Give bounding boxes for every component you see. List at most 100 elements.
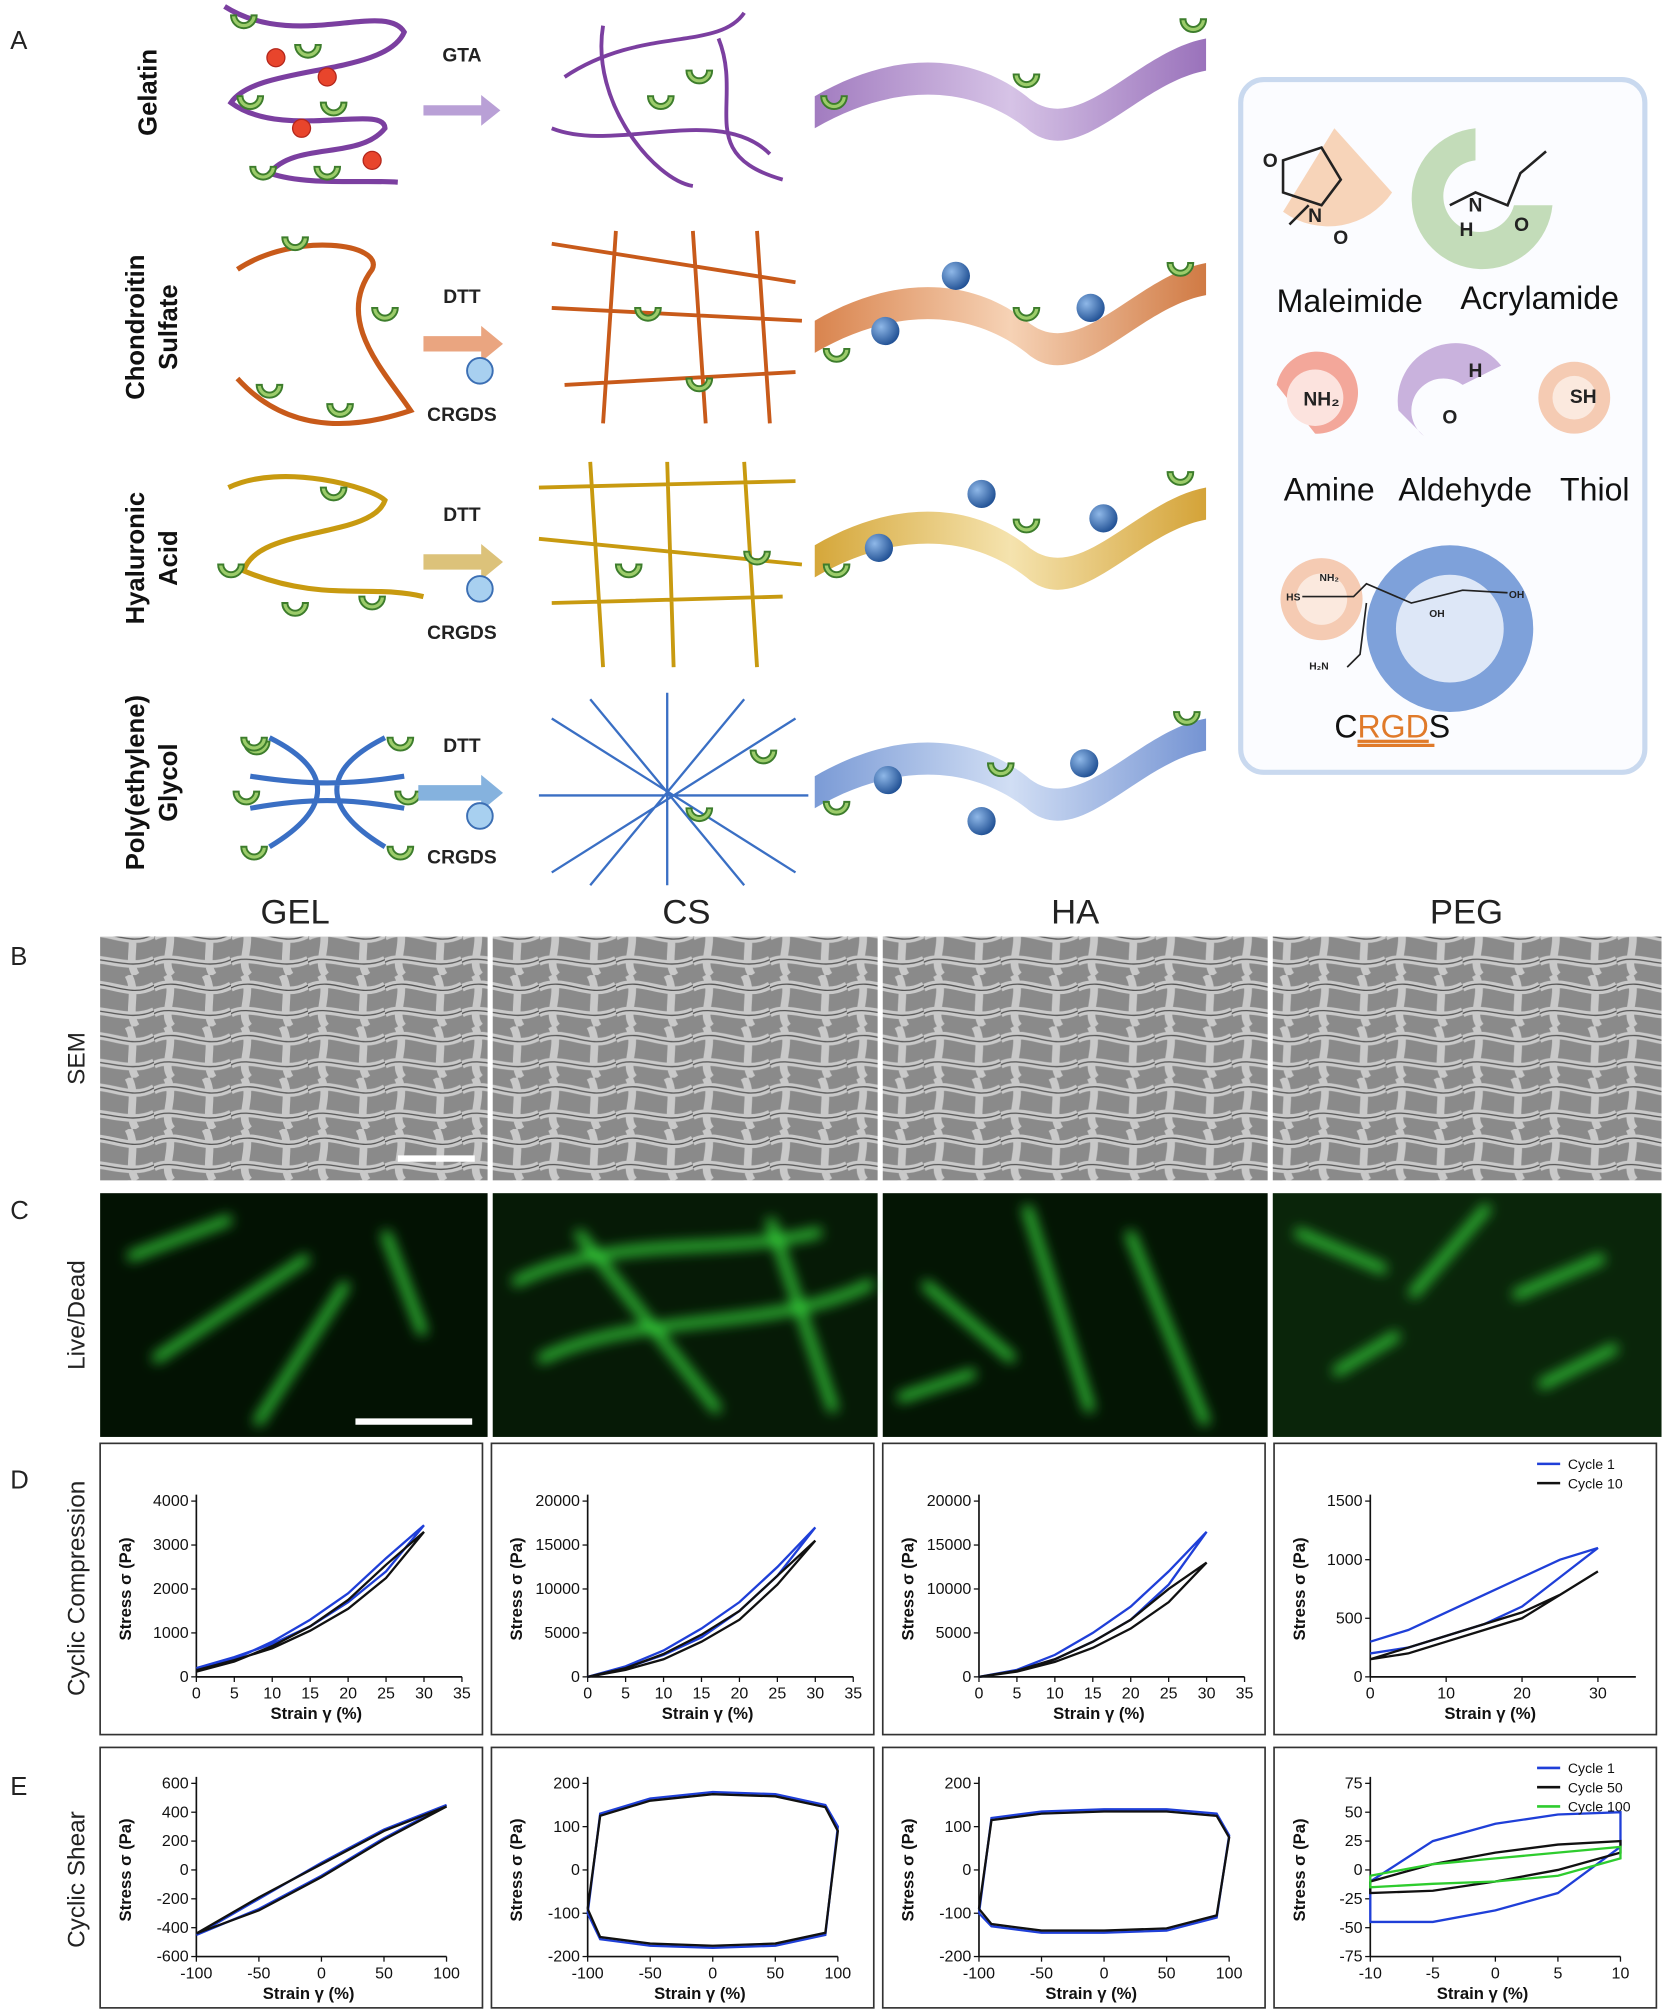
illustration-circle (291, 118, 312, 138)
illustration-rect (1272, 936, 1662, 1181)
illustration-circle (941, 261, 970, 290)
y-axis-label: Stress σ (Pa) (507, 1537, 526, 1640)
y-tick-label: -75 (1339, 1948, 1362, 1966)
label: CRGDS (427, 405, 497, 426)
label: O (1333, 228, 1348, 249)
label: CRGDS (427, 847, 497, 868)
illustration-g: GEL CS HA PEG (260, 894, 1503, 932)
x-axis-label: Strain γ (%) (1444, 1704, 1536, 1723)
illustration-use (822, 348, 851, 363)
x-tick-label: 20 (731, 1685, 749, 1703)
label: Live/Dead (64, 1260, 91, 1370)
y-tick-label: 600 (162, 1774, 189, 1792)
chart-frame (99, 1442, 484, 1736)
illustration-rect (882, 936, 1268, 1181)
illustration-g: O N O N H O (1263, 151, 1529, 249)
x-tick-label: -100 (963, 1964, 995, 1982)
x-axis-label: Strain γ (%) (1053, 1704, 1145, 1723)
illustration-use (255, 383, 284, 399)
label: HA (1051, 894, 1100, 932)
illustration-use (281, 602, 309, 617)
label: C (10, 1197, 29, 1225)
illustration-circle (1295, 573, 1348, 625)
x-tick-label: 0 (583, 1685, 592, 1703)
label: Hyaluronic (122, 492, 150, 625)
illustration-use (814, 263, 1207, 366)
x-tick-label: 5 (1012, 1685, 1021, 1703)
y-tick-label: -100 (548, 1904, 580, 1922)
y-tick-label: 200 (162, 1832, 189, 1850)
x-axis-label: Strain γ (%) (263, 1984, 355, 2003)
label: GTA (442, 46, 481, 67)
y-tick-label: -100 (939, 1904, 971, 1922)
illustration-circle (317, 67, 337, 87)
illustration-path (418, 774, 503, 811)
illustration-use (1179, 18, 1208, 34)
y-tick-label: 75 (1345, 1774, 1363, 1792)
x-tick-label: 15 (693, 1685, 711, 1703)
illustration-use (822, 563, 851, 579)
legend-label: Cycle 1 (1568, 1456, 1615, 1472)
y-axis-label: Stress σ (Pa) (116, 1818, 135, 1921)
series-line (196, 1524, 425, 1672)
series-line (587, 1539, 817, 1678)
x-tick-label: 0 (192, 1685, 201, 1703)
x-tick-label: 35 (844, 1685, 862, 1703)
illustration-g (864, 261, 1118, 836)
illustration-path (538, 461, 803, 668)
illustration-use (294, 43, 322, 59)
y-tick-label: 15000 (927, 1536, 972, 1554)
y-tick-label: 5000 (544, 1624, 580, 1642)
y-tick-label: 400 (162, 1803, 189, 1821)
x-tick-label: 15 (1084, 1685, 1102, 1703)
y-tick-label: 25 (1345, 1832, 1363, 1850)
illustration-circle (1089, 504, 1118, 533)
illustration-path (511, 1217, 875, 1415)
x-tick-label: 25 (1160, 1685, 1178, 1703)
label: NH₂ (1303, 389, 1339, 410)
illustration-use (822, 800, 851, 816)
illustration-use (217, 563, 245, 579)
y-tick-label: 100 (553, 1818, 580, 1836)
y-tick-label: 200 (553, 1774, 580, 1792)
illustration-rect (100, 1193, 488, 1437)
illustration-use (386, 736, 415, 752)
x-tick-label: -50 (639, 1964, 662, 1982)
illustration-circle (266, 48, 286, 68)
x-axis-label: Strain γ (%) (662, 1704, 754, 1723)
x-tick-label: -10 (1359, 1964, 1382, 1982)
illustration-path (423, 543, 503, 580)
x-tick-label: 35 (1236, 1685, 1254, 1703)
series-line (195, 1805, 448, 1935)
y-axis-label: Stress σ (Pa) (116, 1537, 135, 1640)
y-tick-label: -25 (1339, 1890, 1362, 1908)
chart-frame (99, 1746, 484, 2009)
x-tick-label: 20 (339, 1685, 357, 1703)
illustration-g: GTA DTT DTT DTT CRGDS CRGDS CRGDS (427, 46, 497, 869)
label: N (1469, 196, 1483, 217)
label: H₂N (1309, 662, 1328, 673)
label: SH (1570, 387, 1597, 408)
y-tick-label: 0 (180, 1861, 189, 1879)
label: DTT (443, 287, 481, 308)
y-tick-label: 200 (945, 1774, 972, 1792)
y-tick-label: -600 (157, 1948, 189, 1966)
x-tick-label: 50 (1158, 1964, 1176, 1982)
x-tick-label: 0 (708, 1964, 717, 1982)
label: O (1442, 407, 1457, 428)
y-tick-label: 3000 (153, 1536, 189, 1554)
label: Gelatin (135, 49, 163, 136)
illustration-use (1012, 73, 1041, 89)
illustration-use (685, 69, 714, 85)
x-tick-label: 30 (415, 1685, 433, 1703)
illustration-use (386, 845, 415, 861)
x-axis-label: Strain γ (%) (1045, 1984, 1137, 2003)
illustration-g: A Gelatin Chondroitin Sulfate Hyaluronic… (10, 4, 1648, 886)
y-tick-label: 10000 (535, 1580, 580, 1598)
illustration-path (1411, 128, 1553, 270)
illustration-use (814, 38, 1207, 141)
y-tick-label: 20000 (535, 1492, 580, 1510)
x-tick-label: 30 (806, 1685, 824, 1703)
label: B (10, 943, 27, 971)
